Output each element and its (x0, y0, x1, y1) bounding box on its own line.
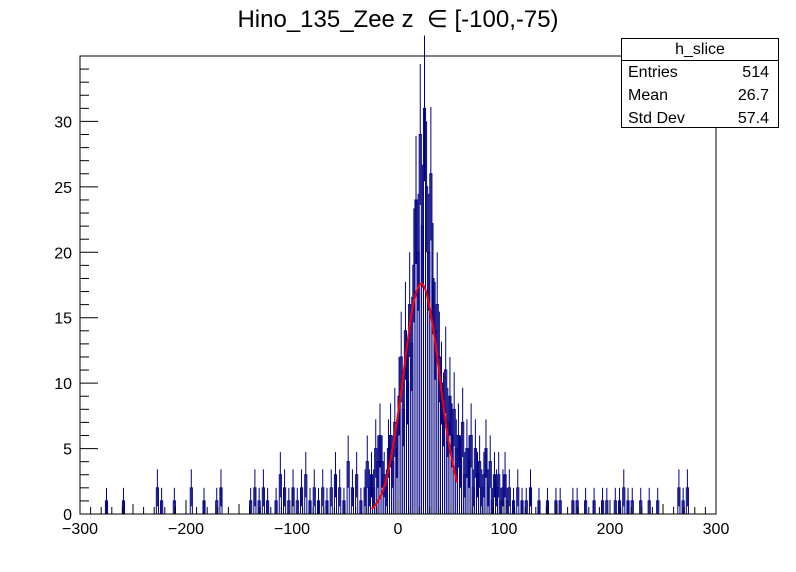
stats-box-title: h_slice (622, 39, 778, 61)
x-tick-label: 0 (394, 521, 403, 538)
x-tick-label: −200 (168, 521, 204, 538)
stats-row-mean: Mean 26.7 (622, 84, 778, 107)
stats-row-entries: Entries 514 (622, 61, 778, 84)
y-tick-label: 10 (54, 376, 72, 393)
x-tick-label: −300 (62, 521, 98, 538)
x-tick-label: 200 (597, 521, 624, 538)
x-tick-label: 100 (491, 521, 518, 538)
stats-value: 514 (742, 64, 769, 81)
x-tick-label: 300 (703, 521, 730, 538)
stats-label: Entries (628, 64, 678, 81)
y-tick-label: 25 (54, 180, 72, 197)
y-tick-label: 30 (54, 114, 72, 131)
y-tick-label: 20 (54, 245, 72, 262)
y-tick-label: 5 (63, 442, 72, 459)
y-tick-label: 0 (63, 507, 72, 524)
gaussian-fit-curve (370, 282, 459, 510)
stats-row-stddev: Std Dev 57.4 (622, 107, 778, 130)
y-tick-label: 15 (54, 311, 72, 328)
stats-value: 26.7 (737, 87, 769, 104)
histogram-bars (104, 35, 689, 514)
stats-box: h_slice Entries 514 Mean 26.7 Std Dev 57… (621, 38, 779, 128)
stats-label: Mean (628, 87, 669, 104)
chart-title: Hino_135_Zee z ∈ [-100,-75) (237, 6, 559, 33)
x-tick-label: −100 (274, 521, 310, 538)
y-axis: 0 5 10 15 20 25 30 (54, 68, 98, 524)
stats-value: 57.4 (737, 110, 769, 127)
x-axis: −300 −200 −100 0 100 200 300 (62, 500, 729, 538)
stats-label: Std Dev (628, 110, 685, 127)
